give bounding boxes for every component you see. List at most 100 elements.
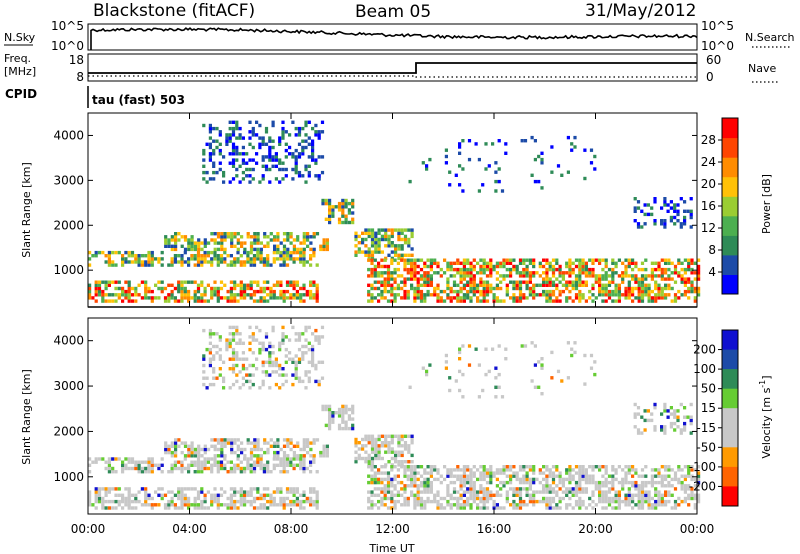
power-cell-1622 [584, 274, 588, 278]
power-cell-172 [229, 286, 233, 291]
power-cell-971 [367, 234, 371, 239]
power-cell-95 [170, 296, 174, 300]
velocity-cell-1708 [617, 465, 621, 469]
power-cell-1064 [370, 293, 374, 297]
velocity-cell-322 [134, 460, 138, 464]
power-cell-214 [262, 299, 266, 303]
velocity-cell-1828 [664, 465, 668, 469]
power-cell-1617 [581, 261, 585, 265]
velocity-cell-1718 [624, 493, 628, 497]
velocity-cell-1989 [491, 347, 495, 351]
power-cell-1794 [654, 296, 658, 300]
power-cell-1332 [472, 289, 476, 294]
velocity-cell-1527 [548, 487, 552, 491]
velocity-cell-1419 [505, 480, 509, 485]
velocity-cell-1648 [598, 496, 602, 501]
velocity-cell-1050 [410, 460, 414, 464]
power-cell-68 [144, 296, 148, 300]
power-cell-1155 [406, 296, 410, 300]
power-cell-510 [180, 244, 184, 248]
power-cell-1143 [400, 274, 404, 278]
velocity-cell-300 [107, 457, 111, 461]
velocity-cell-381 [203, 466, 207, 471]
power-cell-1560 [561, 277, 565, 281]
velocity-cell-700 [225, 347, 229, 352]
power-cell-1537 [551, 274, 556, 278]
velocity-cell-1968 [444, 353, 448, 358]
power-cell-1890 [693, 277, 697, 281]
power-cell-693 [218, 142, 222, 146]
velocity-cell-1482 [528, 468, 532, 472]
power-cell-1313 [466, 280, 470, 284]
power-cell-1775 [644, 274, 648, 278]
velocity-cell-1081 [377, 499, 381, 504]
velocity-cell-706 [228, 357, 232, 361]
velocity-cell-1307 [462, 468, 466, 472]
power-cell-1532 [551, 299, 556, 303]
power-cell-1264 [449, 296, 453, 300]
velocity-cell-1138 [396, 474, 400, 478]
velocity-cell-937 [347, 426, 351, 431]
power-cell-1743 [634, 296, 638, 300]
power-cell-658 [202, 170, 206, 175]
velocity-cell-1791 [650, 474, 654, 478]
power-cell-1642 [594, 296, 598, 300]
power-cell-1403 [499, 299, 503, 303]
velocity-cell-1227 [429, 474, 433, 478]
freq-strip: 18 8 60 0 [69, 53, 722, 84]
power-cell-1247 [439, 289, 443, 294]
velocity-cell-278 [312, 490, 316, 494]
velocity-cell-454 [279, 470, 283, 474]
velocity-cell-1022 [394, 453, 398, 458]
nsky-top-tick: 10^5 [51, 19, 84, 33]
velocity-cell-800 [271, 360, 275, 364]
velocity-cell-1771 [644, 496, 648, 501]
nsearch-top-tick: 10^5 [701, 19, 734, 33]
velocity-cell-1969 [448, 388, 452, 393]
power-cell-1984 [477, 157, 481, 162]
power-cell-547 [220, 247, 224, 252]
power-cell-1738 [631, 277, 635, 281]
velocity-cell-1700 [614, 468, 618, 472]
power-cell-1703 [617, 293, 621, 297]
velocity-cell-1160 [406, 474, 410, 478]
velocity-cell-831 [288, 357, 292, 361]
velocity-cell-813 [278, 363, 282, 368]
velocity-cell-399 [219, 466, 224, 471]
power-cell-992 [377, 244, 381, 248]
power-cell-262 [299, 296, 303, 300]
velocity-cell-1054 [410, 434, 414, 438]
velocity-cell-429 [249, 457, 253, 461]
velocity-cbar-tick-4: -15 [696, 421, 716, 435]
velocity-cell-1195 [419, 503, 424, 507]
power-cell-363 [183, 250, 187, 255]
velocity-cell-538 [210, 438, 214, 442]
power-cell-1731 [627, 264, 631, 269]
velocity-cell-928 [341, 411, 345, 415]
power-cell-1100 [383, 283, 387, 287]
power-cell-882 [311, 142, 315, 146]
power-cell-1594 [574, 274, 579, 278]
velocity-cell-1812 [660, 499, 664, 504]
power-cell-1352 [479, 280, 483, 284]
velocity-cell-1393 [492, 474, 496, 478]
velocity-cell-414 [236, 463, 240, 467]
power-cell-1621 [584, 280, 588, 284]
power-cell-1900 [697, 264, 701, 269]
power-cell-1845 [673, 280, 678, 284]
velocity-cell-864 [304, 370, 308, 374]
power-cell-114 [183, 296, 187, 300]
power-cell-1950 [683, 222, 687, 226]
power-cell-1327 [469, 271, 473, 275]
velocity-cell-1819 [660, 465, 664, 469]
power-cell-804 [271, 120, 275, 124]
velocity-cell-1859 [680, 474, 684, 478]
power-cell-1920 [653, 219, 657, 223]
velocity-cell-687 [215, 344, 219, 349]
velocity-cell-922 [337, 411, 342, 415]
velocity-cell-403 [223, 463, 227, 467]
power-cell-625 [292, 238, 296, 242]
power-cell-1628 [588, 289, 592, 294]
power-cell-1810 [657, 261, 661, 265]
velocity-cell-1392 [492, 493, 496, 497]
